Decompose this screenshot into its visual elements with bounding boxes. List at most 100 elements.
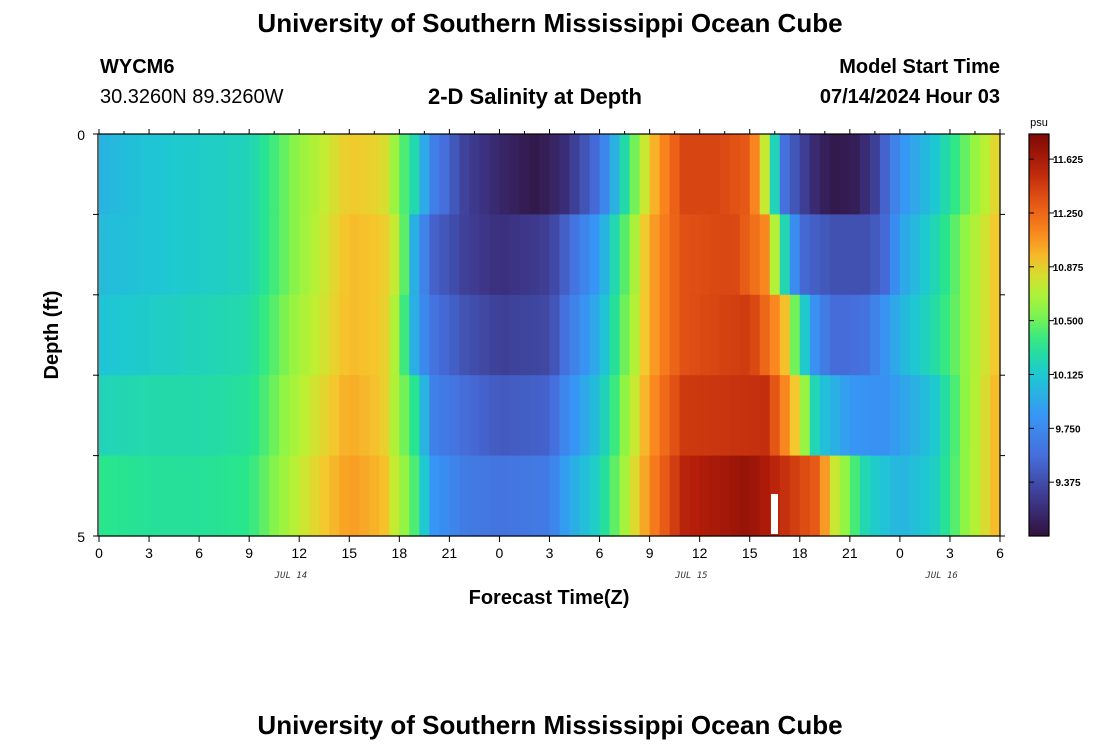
heatmap-cell: [759, 375, 771, 457]
heatmap-cell: [149, 134, 160, 215]
heatmap-cell: [479, 375, 491, 457]
heatmap-cell: [99, 455, 110, 537]
heatmap-cell: [889, 455, 901, 537]
x-tick-label: 12: [692, 545, 708, 561]
heatmap-cell: [409, 455, 420, 537]
heatmap-cell: [849, 375, 861, 457]
heatmap-cell: [139, 455, 150, 537]
heatmap-cell: [449, 134, 460, 215]
x-tick-label: 6: [596, 545, 604, 561]
heatmap-cell: [299, 375, 310, 457]
heatmap-cell: [739, 294, 751, 376]
heatmap-cell: [119, 455, 130, 537]
heatmap-cell: [919, 294, 931, 376]
heatmap-cell: [489, 455, 501, 537]
heatmap-cell: [929, 455, 941, 537]
heatmap-cell: [859, 294, 871, 376]
heatmap-cell: [399, 214, 410, 296]
heatmap-cell: [569, 375, 581, 457]
heatmap-cell: [949, 134, 961, 215]
heatmap-cell: [369, 375, 380, 457]
heatmap-cell: [869, 294, 881, 376]
heatmap-cell: [689, 214, 701, 296]
heatmap-cell: [399, 134, 410, 215]
heatmap-cell: [759, 134, 771, 215]
heatmap-cell: [329, 134, 340, 215]
heatmap-cell: [659, 375, 671, 457]
heatmap-cell: [929, 375, 941, 457]
heatmap-cell: [479, 134, 491, 215]
heatmap-cell: [809, 375, 821, 457]
heatmap-cell: [889, 214, 901, 296]
heatmap-cell: [949, 214, 961, 296]
heatmap-cell: [469, 294, 481, 376]
heatmap-cell: [799, 214, 811, 296]
heatmap-cell: [719, 214, 731, 296]
heatmap-cell: [279, 294, 290, 376]
colorbar-tick-label: 10.500: [1053, 317, 1084, 328]
heatmap-cell: [499, 214, 511, 296]
heatmap-cell: [839, 294, 851, 376]
heatmap-cell: [829, 375, 841, 457]
x-tick-label: 0: [896, 545, 904, 561]
heatmap-cell: [409, 214, 420, 296]
heatmap-cell: [209, 294, 220, 376]
heatmap-cell: [819, 375, 831, 457]
heatmap-cell: [639, 455, 651, 537]
heatmap-cell: [819, 214, 831, 296]
heatmap-cell: [739, 455, 751, 537]
heatmap-cell: [709, 294, 721, 376]
heatmap-cell: [319, 294, 330, 376]
heatmap-cell: [129, 294, 140, 376]
colorbar-tick-label: 9.375: [1055, 478, 1080, 489]
heatmap-cell: [659, 134, 671, 215]
heatmap-cell: [679, 134, 691, 215]
heatmap-cell: [829, 455, 841, 537]
heatmap-cell: [219, 455, 230, 537]
heatmap-cell: [239, 294, 250, 376]
heatmap-cell: [989, 455, 1001, 537]
heatmap-cell: [419, 214, 430, 296]
heatmap-cell: [469, 214, 481, 296]
heatmap-cell: [729, 455, 741, 537]
heatmap-cell: [269, 455, 280, 537]
heatmap-cell: [289, 134, 300, 215]
heatmap-cell: [529, 375, 541, 457]
heatmap-cell: [979, 214, 991, 296]
heatmap-cell: [449, 294, 460, 376]
heatmap-cell: [919, 375, 931, 457]
heatmap-cell: [779, 214, 791, 296]
heatmap-cell: [879, 214, 891, 296]
heatmap-cell: [439, 214, 450, 296]
heatmap-cell: [229, 455, 240, 537]
heatmap-cell: [549, 134, 561, 215]
heatmap-cell: [459, 294, 471, 376]
heatmap-cell: [349, 375, 360, 457]
heatmap-cell: [189, 134, 200, 215]
heatmap-cell: [579, 134, 591, 215]
heatmap-cell: [749, 455, 761, 537]
y-axis-label: Depth (ft): [41, 291, 63, 380]
heatmap-cell: [319, 375, 330, 457]
heatmap-cell: [599, 455, 611, 537]
heatmap-cell: [119, 134, 130, 215]
heatmap-cell: [909, 294, 921, 376]
heatmap-cell: [319, 214, 330, 296]
heatmap-cell: [239, 375, 250, 457]
heatmap-cell: [329, 294, 340, 376]
heatmap-cell: [899, 214, 911, 296]
heatmap-cell: [459, 455, 471, 537]
heatmap-cell: [739, 134, 751, 215]
heatmap-cell: [589, 294, 601, 376]
heatmap-cell: [139, 375, 150, 457]
heatmap-cell: [379, 375, 390, 457]
heatmap-cell: [179, 455, 190, 537]
heatmap-cell: [539, 294, 551, 376]
heatmap-cell: [559, 134, 571, 215]
heatmap-cell: [909, 214, 921, 296]
heatmap-cell: [209, 134, 220, 215]
heatmap-cell: [729, 134, 741, 215]
heatmap-cell: [939, 214, 951, 296]
heatmap-cell: [259, 134, 270, 215]
heatmap-cell: [459, 375, 471, 457]
